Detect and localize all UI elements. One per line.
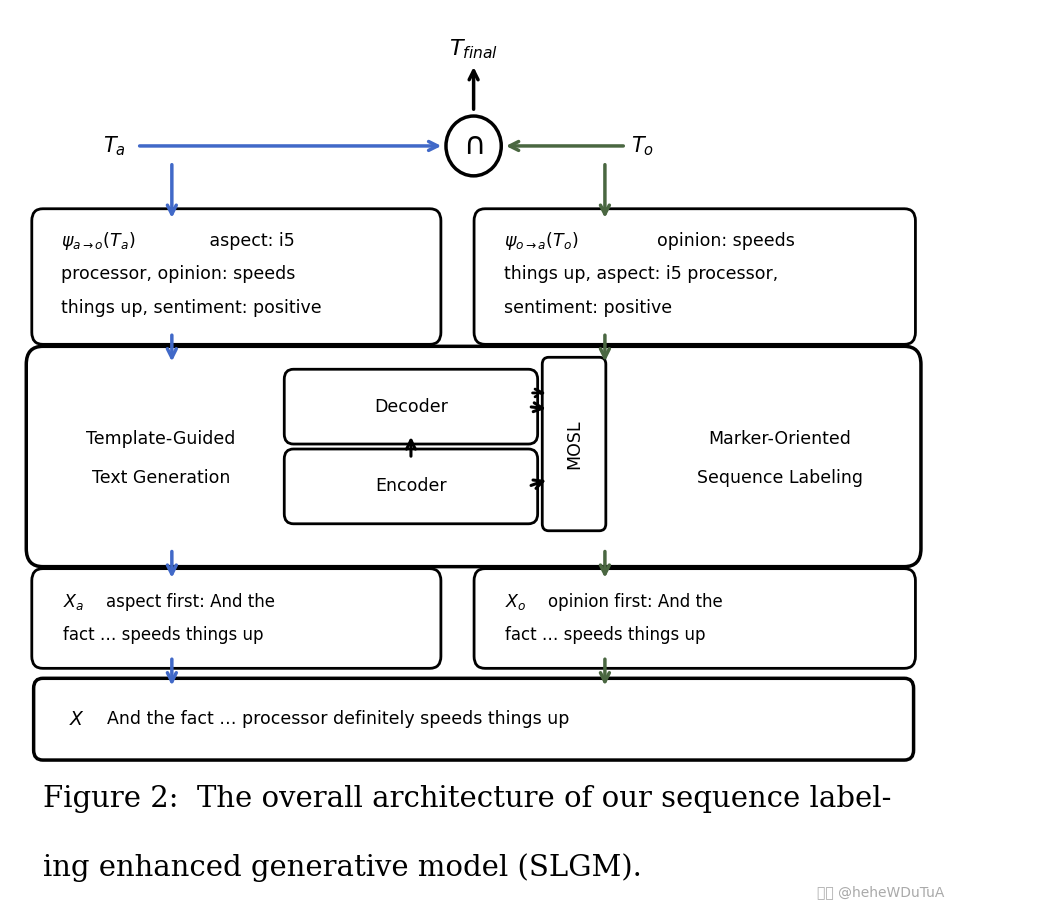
Text: aspect first: And the: aspect first: And the [106,593,274,611]
Text: Figure 2:  The overall architecture of our sequence label-: Figure 2: The overall architecture of ou… [43,785,892,813]
Text: And the fact … processor definitely speeds things up: And the fact … processor definitely spee… [107,710,570,728]
Text: Encoder: Encoder [375,477,446,496]
Text: Sequence Labeling: Sequence Labeling [696,469,863,487]
FancyBboxPatch shape [33,679,913,760]
FancyBboxPatch shape [474,208,916,344]
Text: Marker-Oriented: Marker-Oriented [709,429,851,448]
FancyBboxPatch shape [542,357,606,531]
Text: $X_o$: $X_o$ [506,592,527,612]
Text: $X$: $X$ [69,709,85,728]
Text: $T_o$: $T_o$ [631,134,654,158]
Text: sentiment: positive: sentiment: positive [503,299,672,317]
Text: Decoder: Decoder [374,398,447,416]
Text: $\psi_{a\rightarrow o}(T_a)$: $\psi_{a\rightarrow o}(T_a)$ [61,230,136,252]
Text: opinion first: And the: opinion first: And the [548,593,722,611]
Text: fact … speeds things up: fact … speeds things up [506,626,706,644]
Text: Text Generation: Text Generation [91,469,230,487]
FancyBboxPatch shape [474,569,916,669]
Text: $\psi_{o\rightarrow a}(T_o)$: $\psi_{o\rightarrow a}(T_o)$ [503,230,578,252]
FancyBboxPatch shape [32,208,441,344]
FancyBboxPatch shape [26,346,921,566]
Text: fact … speeds things up: fact … speeds things up [63,626,264,644]
Text: ing enhanced generative model (SLGM).: ing enhanced generative model (SLGM). [43,853,641,882]
Text: Template-Guided: Template-Guided [86,429,236,448]
Text: processor, opinion: speeds: processor, opinion: speeds [61,265,296,284]
Text: $X_a$: $X_a$ [63,592,84,612]
Text: things up, aspect: i5 processor,: things up, aspect: i5 processor, [503,265,777,284]
Text: MOSL: MOSL [565,419,583,468]
Text: opinion: speeds: opinion: speeds [647,232,795,250]
Text: $T_a$: $T_a$ [103,134,126,158]
FancyBboxPatch shape [32,569,441,669]
Text: $T_{final}$: $T_{final}$ [449,38,498,62]
FancyBboxPatch shape [284,370,538,444]
Text: aspect: i5: aspect: i5 [204,232,295,250]
Text: things up, sentiment: positive: things up, sentiment: positive [61,299,322,317]
Text: $\cap$: $\cap$ [463,131,484,160]
FancyBboxPatch shape [284,449,538,524]
Text: 知乎 @heheWDuTuA: 知乎 @heheWDuTuA [817,886,944,900]
